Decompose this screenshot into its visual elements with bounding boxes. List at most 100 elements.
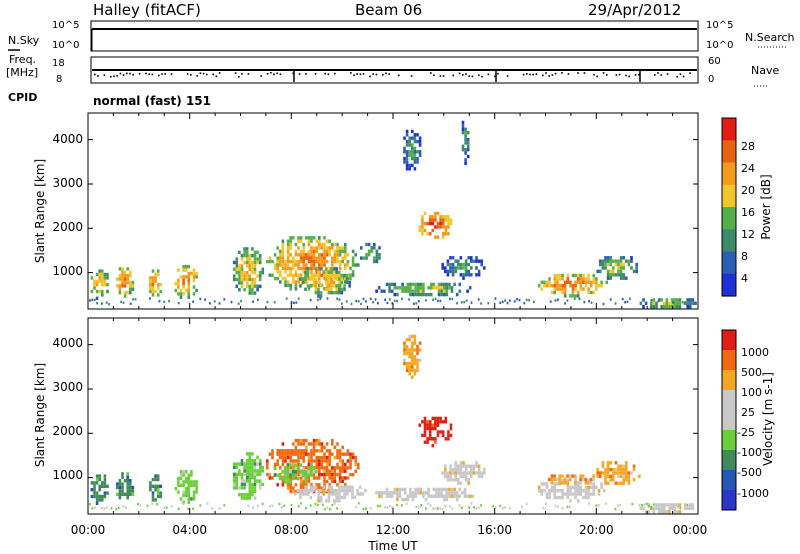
heatmap-cell [273, 266, 277, 271]
heatmap-cell [351, 455, 355, 460]
heatmap-cell [665, 301, 669, 305]
heatmap-cell [612, 259, 615, 263]
heatmap-cell [619, 474, 623, 479]
heatmap-cell [126, 482, 129, 486]
heatmap-cell [466, 137, 470, 142]
heatmap-cell [655, 506, 658, 510]
heatmap-cell [391, 302, 394, 305]
heatmap-cell [299, 479, 303, 484]
heatmap-cell [405, 351, 409, 356]
heatmap-cell [314, 277, 318, 281]
heatmap-cell [248, 469, 252, 473]
nave-point [682, 75, 685, 78]
heatmap-cell [683, 503, 687, 507]
heatmap-cell [351, 273, 355, 277]
heatmap-cell [294, 263, 298, 267]
heatmap-cell [156, 293, 160, 297]
heatmap-cell [354, 455, 357, 460]
heatmap-cell [689, 504, 691, 508]
heatmap-cell [457, 259, 460, 263]
heatmap-cell [439, 299, 442, 303]
freq-label: Freq. [9, 53, 36, 66]
heatmap-cell [403, 160, 406, 164]
heatmap-cell [475, 461, 478, 465]
heatmap-cell [318, 455, 321, 460]
heatmap-cell [331, 263, 334, 267]
heatmap-cell [533, 300, 535, 304]
heatmap-cell [645, 502, 648, 505]
heatmap-cell [251, 277, 254, 282]
heatmap-cell [439, 218, 442, 222]
heatmap-cell [129, 291, 132, 295]
heatmap-cell [338, 499, 341, 503]
heatmap-cell [116, 284, 119, 288]
heatmap-cell [549, 300, 552, 303]
heatmap-cell [576, 290, 580, 295]
heatmap-cell [365, 242, 368, 247]
heatmap-cell [304, 485, 307, 489]
heatmap-cell [323, 287, 326, 291]
heatmap-cell [232, 267, 236, 271]
heatmap-cell [101, 484, 104, 488]
heatmap-cell [307, 470, 310, 474]
heatmap-cell [187, 275, 191, 279]
heatmap-cell [595, 504, 598, 507]
heatmap-cell [453, 487, 456, 492]
heatmap-cell [597, 504, 600, 507]
heatmap-cell [279, 249, 282, 254]
heatmap-cell [256, 455, 259, 459]
heatmap-cell [252, 300, 254, 303]
heatmap-cell [238, 264, 241, 268]
heatmap-cell [377, 302, 379, 305]
heatmap-cell [350, 302, 353, 306]
heatmap-cell [307, 466, 310, 471]
heatmap-cell [558, 489, 562, 493]
heatmap-cell [455, 491, 459, 495]
heatmap-cell [421, 221, 424, 226]
nave-point [471, 75, 474, 78]
heatmap-cell [441, 218, 445, 222]
heatmap-cell [408, 298, 410, 301]
heatmap-cell [294, 476, 298, 480]
heatmap-cell [587, 287, 590, 291]
heatmap-cell [338, 259, 342, 264]
heatmap-cell [245, 264, 249, 268]
heatmap-cell [273, 473, 277, 477]
heatmap-cell [437, 487, 441, 492]
nave-point [279, 73, 282, 75]
heatmap-cell [190, 483, 193, 487]
heatmap-cell [462, 273, 465, 277]
heatmap-cell [367, 253, 371, 257]
heatmap-cell [411, 497, 415, 502]
heatmap-cell [635, 266, 638, 270]
heatmap-cell [312, 246, 316, 250]
heatmap-cell [431, 443, 435, 448]
heatmap-cell [558, 477, 562, 482]
heatmap-cell [218, 507, 221, 510]
heatmap-cell [338, 476, 342, 480]
heatmap-cell [596, 467, 599, 472]
nave-point [458, 72, 461, 75]
heatmap-cell [648, 505, 650, 508]
heatmap-cell [325, 287, 328, 291]
heatmap-cell [609, 273, 612, 277]
heatmap-cell [258, 486, 262, 490]
heatmap-cell [355, 505, 358, 509]
colorbar-swatch [722, 118, 736, 141]
heatmap-cell [293, 301, 295, 305]
heatmap-cell [632, 269, 636, 274]
heatmap-cell [338, 284, 341, 288]
heatmap-cell [187, 271, 191, 276]
heatmap-cell [338, 270, 341, 274]
heatmap-cell [665, 503, 669, 507]
heatmap-cell [312, 249, 316, 254]
heatmap-cell [325, 462, 329, 467]
heatmap-cell [631, 502, 634, 506]
heatmap-cell [276, 473, 279, 477]
heatmap-cell [590, 301, 593, 304]
heatmap-cell [344, 276, 347, 281]
heatmap-cell [449, 464, 452, 468]
heatmap-cell [561, 478, 564, 483]
heatmap-cell [553, 277, 557, 281]
heatmap-cell [386, 506, 389, 509]
